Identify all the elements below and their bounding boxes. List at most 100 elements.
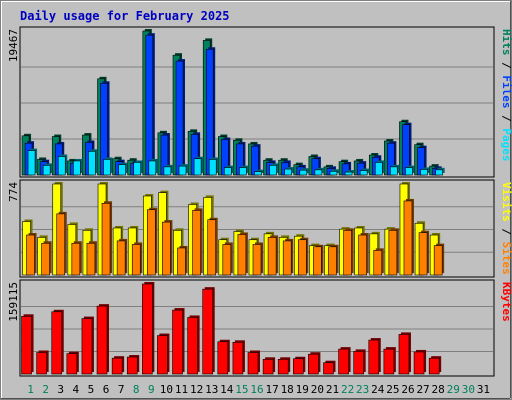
x-tick-label-day-28: 28 (432, 383, 445, 396)
bar-kbytes-day-21-face (323, 362, 334, 375)
bar-pages-day-11-face (178, 165, 187, 176)
x-tick-label-day-30: 30 (462, 383, 475, 396)
chart-panels: 19467 Hits / Files / Pages 774 Visits / Sit… (7, 26, 512, 377)
x-tick-label-day-5: 5 (88, 383, 95, 396)
bar-kbytes-day-5-face (81, 318, 93, 375)
bar-kbytes-day-1 (21, 314, 34, 375)
bar-pages-day-16 (254, 169, 264, 176)
bar-sites-day-23-face (358, 234, 367, 276)
legend-separator: / (500, 109, 512, 129)
bar-pages-day-18 (284, 167, 294, 176)
bar-pages-day-23 (359, 168, 370, 176)
bar-pages-day-5-face (88, 151, 96, 176)
bar-kbytes-day-26 (398, 332, 411, 375)
bar-kbytes-day-28 (428, 356, 442, 375)
bar-sites-day-3 (56, 211, 67, 276)
bar-kbytes-day-21 (323, 360, 336, 375)
panel-2-legend-text: Visits / Sites (500, 182, 512, 275)
panel-1: 19467 Hits / Files / Pages (7, 26, 512, 178)
bar-sites-day-6 (101, 201, 113, 276)
bar-kbytes-day-23-face (353, 351, 364, 375)
bar-sites-day-16-face (252, 244, 262, 276)
bar-sites-day-28 (433, 243, 445, 276)
bar-kbytes-day-5 (81, 316, 94, 375)
bar-pages-day-27 (420, 167, 430, 176)
bar-sites-day-1 (26, 233, 37, 276)
x-tick-label-day-23: 23 (356, 383, 369, 396)
bar-kbytes-day-15 (232, 340, 245, 375)
bar-sites-day-26 (403, 198, 414, 276)
x-axis-labels: 1 2 3 4 5 6 7 8 9 10 11 12 13 14 15 16 17 18 19 20 21 22 23 24 2… (27, 383, 490, 396)
x-tick-label-day-14: 14 (220, 383, 234, 396)
bar-sites-day-24 (373, 248, 384, 276)
bar-kbytes-day-10 (157, 333, 170, 375)
bar-pages-day-9 (148, 158, 158, 176)
bar-pages-day-10 (163, 164, 173, 176)
bar-kbytes-day-13-face (202, 288, 214, 375)
bar-sites-day-25-face (388, 230, 398, 276)
bar-pages-day-28 (435, 167, 445, 176)
bar-sites-day-27-face (418, 232, 428, 276)
bar-sites-day-17-face (267, 237, 277, 276)
bar-kbytes-day-11 (172, 308, 185, 375)
bar-sites-day-5-face (86, 242, 96, 276)
bar-sites-day-22-face (343, 230, 352, 276)
bar-pages-day-1 (27, 148, 38, 176)
bar-pages-day-24-face (374, 162, 383, 176)
x-tick-label-day-18: 18 (281, 383, 294, 396)
bar-sites-day-22 (343, 228, 354, 276)
panel-3-legend: KBytes (500, 282, 512, 322)
x-tick-label-day-26: 26 (401, 383, 414, 396)
legend-kbytes: KBytes (500, 282, 512, 322)
bar-kbytes-day-3 (51, 309, 64, 375)
bar-sites-day-11-face (177, 247, 186, 276)
bar-pages-day-4 (73, 158, 83, 176)
bar-pages-day-10-face (163, 166, 172, 176)
bar-pages-day-7-face (118, 164, 126, 176)
bar-kbytes-day-20 (308, 352, 321, 375)
bar-sites-day-16 (252, 242, 263, 276)
bar-sites-day-1-face (26, 234, 35, 276)
x-tick-label-day-16: 16 (250, 383, 263, 396)
bar-sites-day-10 (162, 220, 173, 276)
bar-pages-day-25 (390, 164, 400, 176)
bar-sites-day-23 (358, 233, 369, 276)
legend-hits: Hits (500, 29, 512, 56)
bar-pages-day-3-face (57, 156, 66, 176)
bar-sites-day-26-face (403, 200, 413, 276)
bar-kbytes-day-13 (202, 287, 215, 375)
bar-kbytes-day-28-face (428, 357, 440, 375)
bar-sites-day-13 (207, 217, 218, 276)
bar-files-day-13 (205, 47, 216, 176)
bar-sites-day-9-face (147, 209, 156, 276)
bar-pages-day-22-depth (347, 170, 355, 173)
bar-sites-day-27 (418, 230, 430, 276)
bar-sites-day-21-face (328, 246, 337, 276)
bar-pages-day-1-face (27, 150, 36, 176)
bar-kbytes-day-14 (217, 339, 230, 375)
bar-kbytes-day-10-face (157, 335, 168, 375)
x-tick-label-day-3: 3 (57, 383, 64, 396)
x-tick-label-day-10: 10 (160, 383, 173, 396)
bar-kbytes-day-7 (111, 356, 125, 375)
legend-sites: Sites (500, 242, 512, 275)
bar-sites-day-2-face (41, 242, 50, 276)
bar-sites-day-10-face (162, 221, 171, 276)
x-tick-label-day-12: 12 (190, 383, 203, 396)
x-tick-label-day-15: 15 (235, 383, 248, 396)
x-tick-label-day-24: 24 (371, 383, 385, 396)
bar-pages-day-13-face (208, 159, 217, 176)
bar-kbytes-day-7-face (111, 357, 123, 375)
bar-kbytes-day-26-face (398, 334, 410, 375)
x-tick-label-day-17: 17 (265, 383, 278, 396)
bar-files-day-11 (175, 59, 186, 176)
bar-kbytes-day-6 (96, 304, 110, 375)
bar-kbytes-day-18-face (277, 358, 289, 375)
bar-pages-day-20 (314, 167, 324, 176)
bar-sites-day-14-face (222, 244, 232, 276)
x-tick-label-day-21: 21 (326, 383, 339, 396)
x-tick-label-day-31: 31 (477, 383, 490, 396)
legend-separator: / (500, 56, 512, 76)
bar-pages-day-2 (42, 163, 53, 176)
